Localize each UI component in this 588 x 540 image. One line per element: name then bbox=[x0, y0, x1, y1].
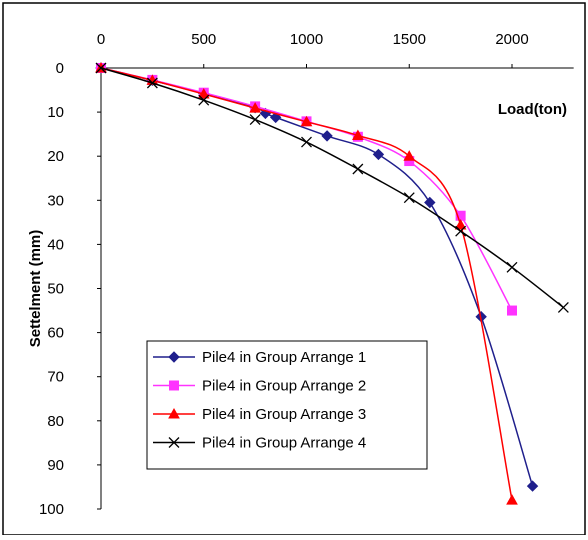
legend-label-2: Pile4 in Group Arrange 2 bbox=[202, 378, 366, 395]
y-tick-label: 60 bbox=[47, 325, 64, 342]
series-point-4 bbox=[95, 62, 107, 74]
series-point-3 bbox=[454, 218, 467, 230]
series-point-3 bbox=[300, 115, 313, 127]
y-tick-label: 0 bbox=[56, 60, 64, 77]
legend-marker-3 bbox=[168, 407, 180, 419]
series-point-3 bbox=[403, 150, 416, 161]
x-tick-label: 0 bbox=[97, 31, 105, 48]
x-tick-label: 1000 bbox=[290, 31, 323, 48]
x-axis-title: Load(ton) bbox=[498, 101, 567, 118]
y-tick-label: 40 bbox=[47, 236, 64, 253]
series-point-4 bbox=[557, 302, 569, 313]
series-point-2 bbox=[507, 305, 517, 316]
y-tick-label: 50 bbox=[47, 281, 64, 298]
series-point-4 bbox=[455, 225, 467, 237]
legend-marker-4 bbox=[168, 437, 180, 448]
legend-label-4: Pile4 in Group Arrange 4 bbox=[202, 435, 366, 452]
series-point-4 bbox=[352, 163, 364, 175]
series-point-1 bbox=[372, 148, 385, 161]
series-point-3 bbox=[352, 129, 364, 140]
x-tick-label: 500 bbox=[191, 31, 216, 48]
y-tick-label: 30 bbox=[47, 192, 64, 209]
y-tick-label: 70 bbox=[47, 369, 64, 386]
series-point-3 bbox=[506, 494, 518, 505]
series-point-4 bbox=[146, 77, 158, 89]
series-point-1 bbox=[526, 480, 539, 492]
legend-label-1: Pile4 in Group Arrange 1 bbox=[202, 349, 366, 366]
series-point-4 bbox=[198, 94, 210, 106]
series-point-4 bbox=[249, 114, 261, 126]
y-tick-label: 100 bbox=[39, 501, 64, 518]
y-tick-label: 10 bbox=[47, 104, 64, 121]
series-point-1 bbox=[321, 130, 333, 142]
series-point-4 bbox=[301, 136, 312, 148]
series-line-3 bbox=[100, 67, 513, 501]
legend-label-3: Pile4 in Group Arrange 3 bbox=[202, 406, 366, 423]
legend-marker-2 bbox=[169, 380, 179, 391]
series-point-4 bbox=[403, 192, 415, 204]
y-tick-label: 20 bbox=[47, 148, 64, 165]
y-tick-label: 80 bbox=[47, 413, 64, 430]
series-point-3 bbox=[197, 87, 210, 99]
legend-marker-1 bbox=[168, 351, 180, 363]
series-point-4 bbox=[506, 261, 518, 273]
x-tick-label: 2000 bbox=[495, 31, 528, 48]
y-axis-title: Settelment (mm) bbox=[27, 230, 44, 348]
x-tick-label: 1500 bbox=[393, 31, 426, 48]
series-point-1 bbox=[424, 196, 436, 209]
series-point-3 bbox=[249, 102, 261, 113]
y-tick-label: 90 bbox=[47, 457, 64, 474]
series-line-4 bbox=[100, 67, 564, 309]
legend-box bbox=[146, 340, 428, 470]
